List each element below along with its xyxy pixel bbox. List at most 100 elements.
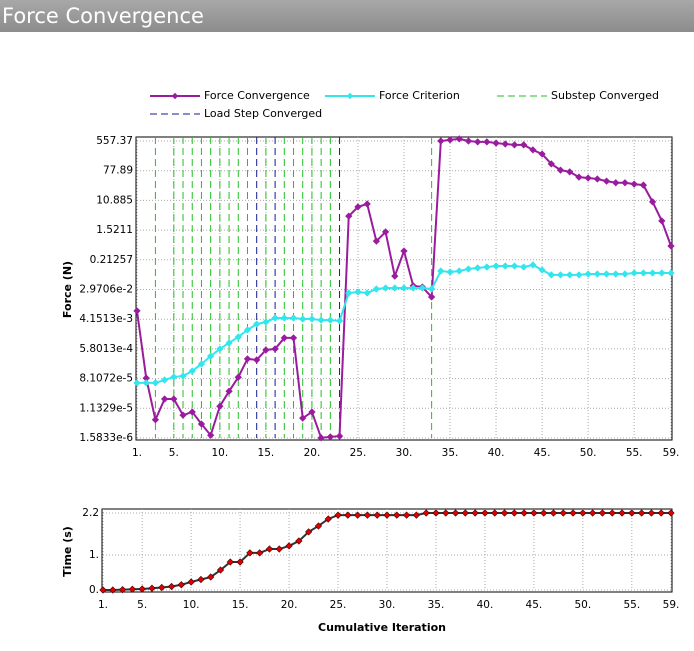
- series-marker: [253, 320, 261, 328]
- y-tick-label: 557.37: [96, 135, 133, 147]
- series-marker: [639, 181, 648, 189]
- series-marker: [589, 509, 597, 517]
- series-marker: [128, 585, 137, 593]
- series-marker: [584, 174, 592, 182]
- x-tick-label: 50.: [580, 447, 597, 459]
- series-marker: [461, 509, 469, 517]
- series-marker: [234, 333, 242, 341]
- series-marker: [314, 522, 323, 530]
- series-marker: [483, 263, 491, 271]
- series-marker: [464, 137, 473, 145]
- series-marker: [575, 173, 583, 181]
- series-marker: [432, 509, 440, 517]
- series-marker: [179, 411, 187, 419]
- series-marker: [289, 334, 298, 342]
- series-marker: [409, 284, 417, 292]
- series-marker: [243, 326, 252, 334]
- series-marker: [326, 433, 334, 441]
- x-tick-label: 5.: [137, 599, 147, 611]
- series-marker: [373, 511, 381, 519]
- series-marker: [451, 509, 460, 517]
- x-tick-label: 59.: [663, 599, 680, 611]
- y-axis-label: Force (N): [61, 261, 74, 318]
- x-tick-label: 45.: [534, 447, 551, 459]
- series-marker: [271, 345, 279, 353]
- series-marker: [308, 408, 316, 416]
- series-marker: [383, 511, 391, 519]
- series-marker: [334, 511, 342, 519]
- series-marker: [167, 582, 176, 591]
- series-marker: [188, 367, 196, 375]
- series-marker: [400, 247, 408, 255]
- series-marker: [170, 395, 178, 403]
- series-marker: [547, 271, 555, 279]
- series-marker: [569, 509, 577, 517]
- series-marker: [584, 270, 592, 278]
- series-marker: [598, 509, 607, 517]
- series-marker: [510, 509, 518, 517]
- x-axis-label: Cumulative Iteration: [318, 621, 446, 634]
- series-marker: [197, 360, 206, 368]
- series-marker: [262, 346, 270, 354]
- series-marker: [667, 509, 675, 517]
- series-marker: [118, 586, 127, 594]
- series-marker: [148, 584, 156, 592]
- series-marker: [99, 586, 107, 594]
- series-marker: [667, 242, 675, 250]
- series-marker: [317, 316, 325, 324]
- series-marker: [138, 585, 146, 593]
- series-marker: [639, 269, 648, 277]
- series-marker: [354, 203, 362, 211]
- y-tick-label: 5.8013e-4: [79, 343, 133, 355]
- series-marker: [608, 509, 616, 517]
- x-tick-label: 10.: [212, 447, 229, 459]
- series-marker: [402, 511, 411, 519]
- x-tick-label: 35.: [442, 447, 459, 459]
- y-tick-label: 1.5211: [96, 224, 133, 236]
- header-title: Force Convergence: [0, 0, 694, 32]
- y-tick-label: 4.1513e-3: [79, 313, 133, 325]
- series-marker: [381, 284, 390, 292]
- series-marker: [602, 177, 611, 185]
- series-marker: [225, 339, 233, 347]
- series-marker: [335, 432, 344, 440]
- y-tick-label: 10.885: [96, 194, 133, 206]
- series-marker: [187, 578, 195, 586]
- series-marker: [335, 317, 344, 325]
- series-marker: [556, 271, 565, 279]
- series-marker: [647, 509, 656, 517]
- x-tick-label: 10.: [183, 599, 200, 611]
- series-marker: [216, 566, 225, 574]
- series-marker: [529, 146, 537, 154]
- legend-marker: [346, 92, 354, 100]
- x-tick-label: 45.: [526, 599, 543, 611]
- series-marker: [437, 137, 445, 145]
- series-marker: [400, 284, 408, 292]
- x-tick-label: 50.: [575, 599, 592, 611]
- series-marker: [637, 509, 646, 517]
- series-marker: [179, 372, 187, 380]
- series-marker: [437, 267, 445, 275]
- series-marker: [492, 139, 500, 147]
- series-marker: [538, 150, 546, 158]
- series-marker: [455, 135, 463, 143]
- series-marker: [295, 537, 303, 545]
- series-marker: [344, 511, 352, 519]
- series-marker: [133, 379, 141, 387]
- series-marker: [520, 141, 528, 149]
- series-marker: [151, 416, 160, 424]
- series-marker: [308, 315, 316, 323]
- series-marker: [474, 138, 482, 146]
- x-tick-label: 40.: [488, 447, 505, 459]
- series-marker: [262, 318, 270, 326]
- series-marker: [160, 395, 169, 403]
- series-marker: [363, 289, 371, 297]
- series-marker: [556, 166, 565, 174]
- x-tick-label: 55.: [623, 599, 640, 611]
- x-tick-label: 55.: [626, 447, 643, 459]
- series-marker: [317, 434, 325, 442]
- series-marker: [345, 212, 353, 220]
- series-marker: [226, 558, 234, 566]
- series-marker: [520, 509, 528, 517]
- series-marker: [446, 268, 454, 276]
